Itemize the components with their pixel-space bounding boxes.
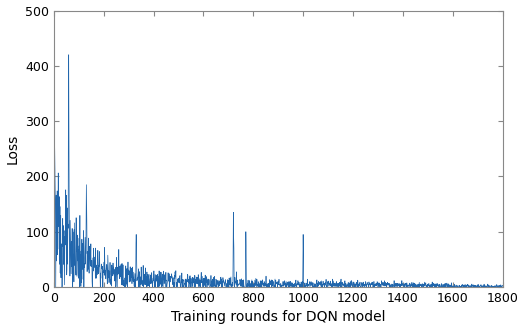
Y-axis label: Loss: Loss <box>6 134 19 164</box>
X-axis label: Training rounds for DQN model: Training rounds for DQN model <box>171 311 386 324</box>
